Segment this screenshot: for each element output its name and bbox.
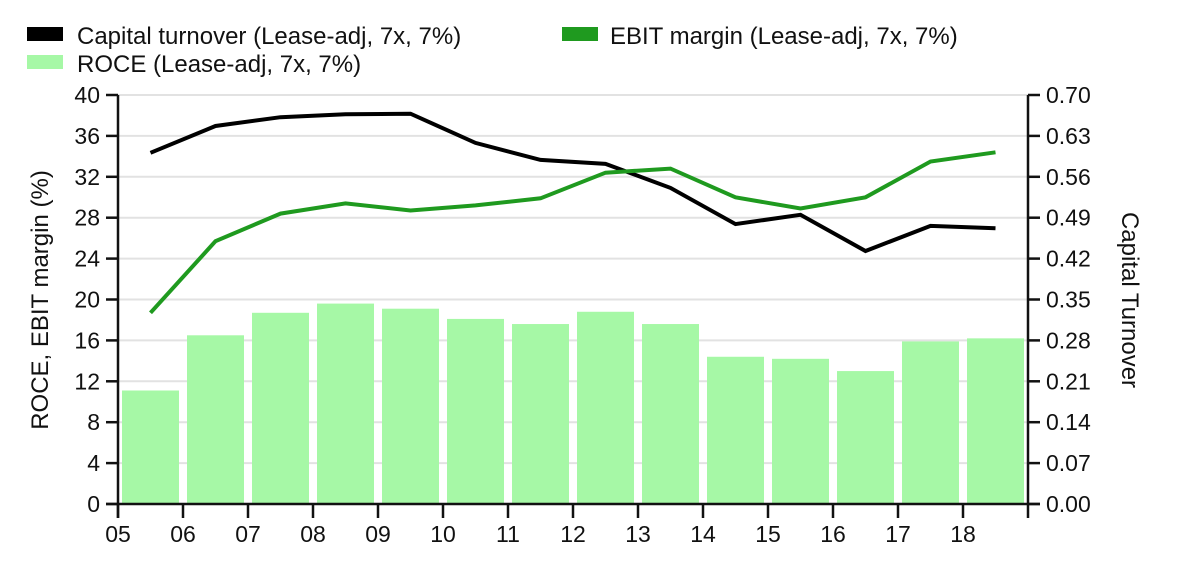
x-tick-label: 09 — [365, 521, 391, 547]
left-y-ticks: 0 4 8 12 16 20 24 28 32 36 40 — [74, 82, 118, 517]
legend: Capital turnover (Lease-adj, 7x, 7%) EBI… — [27, 23, 958, 78]
right-y-tick-label: 0.35 — [1046, 287, 1091, 313]
left-axis-title: ROCE, EBIT margin (%) — [27, 170, 54, 430]
x-tick-label: 08 — [300, 521, 326, 547]
roce-bar — [902, 341, 959, 504]
left-y-tick-label: 28 — [74, 205, 100, 231]
x-tick-label: 15 — [755, 521, 781, 547]
roce-bar — [512, 324, 569, 504]
legend-label-roce: ROCE (Lease-adj, 7x, 7%) — [77, 51, 361, 78]
series-lines — [149, 111, 996, 315]
roce-bar — [252, 312, 309, 504]
left-y-tick-label: 16 — [74, 327, 100, 353]
x-tick-label: 07 — [235, 521, 261, 547]
right-axis-title: Capital Turnover — [1116, 212, 1143, 388]
right-y-tick-label: 0.56 — [1046, 164, 1091, 190]
left-y-tick-label: 24 — [74, 246, 100, 272]
left-y-tick-label: 20 — [74, 287, 100, 313]
roce-bar — [447, 318, 504, 504]
x-tick-label: 18 — [950, 521, 976, 547]
roce-bar — [772, 358, 829, 504]
legend-label-ebit-margin: EBIT margin (Lease-adj, 7x, 7%) — [610, 23, 958, 50]
legend-swatch-roce — [27, 55, 63, 69]
x-tick-label: 12 — [560, 521, 586, 547]
right-y-tick-label: 0.14 — [1046, 409, 1091, 435]
right-y-ticks: 0.00 0.07 0.14 0.21 0.28 0.35 0.42 0.49 0.56 0.63… — [1028, 82, 1091, 517]
roce-bar — [187, 335, 244, 504]
ebit-margin-line — [149, 150, 996, 315]
right-y-tick-label: 0.63 — [1046, 123, 1091, 149]
legend-label-capital-turnover: Capital turnover (Lease-adj, 7x, 7%) — [77, 23, 461, 50]
left-y-tick-label: 36 — [74, 123, 100, 149]
axes — [106, 95, 1040, 518]
right-y-tick-label: 0.42 — [1046, 246, 1091, 272]
left-y-tick-label: 8 — [87, 409, 100, 435]
left-y-tick-label: 12 — [74, 368, 100, 394]
right-y-tick-label: 0.00 — [1046, 491, 1091, 517]
roce-bar — [382, 308, 439, 504]
roce-bars — [122, 303, 1024, 504]
x-tick-label: 14 — [690, 521, 716, 547]
right-y-tick-label: 0.49 — [1046, 205, 1091, 231]
roce-bar — [707, 356, 764, 504]
roce-bar — [837, 371, 894, 504]
right-y-tick-label: 0.70 — [1046, 82, 1091, 108]
x-tick-label: 06 — [170, 521, 196, 547]
left-y-tick-label: 40 — [74, 82, 100, 108]
capital-turnover-line — [149, 111, 996, 254]
x-tick-label: 16 — [820, 521, 846, 547]
roce-bar — [317, 303, 374, 504]
x-tick-label: 11 — [496, 521, 520, 547]
roce-bar — [642, 324, 699, 504]
x-tick-label: 17 — [885, 521, 911, 547]
left-y-tick-label: 0 — [87, 491, 100, 517]
x-tick-label: 10 — [430, 521, 456, 547]
x-tick-label: 05 — [105, 521, 131, 547]
right-y-tick-label: 0.28 — [1046, 327, 1091, 353]
right-y-tick-label: 0.07 — [1046, 450, 1091, 476]
roce-bar — [122, 390, 179, 504]
x-tick-label: 13 — [625, 521, 651, 547]
left-y-tick-label: 32 — [74, 164, 100, 190]
legend-swatch-capital-turnover — [27, 27, 63, 41]
left-y-tick-label: 4 — [87, 450, 100, 476]
x-ticks: 05 06 07 08 09 10 11 12 13 14 15 16 17 18 — [105, 504, 976, 547]
right-y-tick-label: 0.21 — [1046, 368, 1091, 394]
roce-bar — [577, 311, 634, 504]
roce-bar — [967, 338, 1024, 504]
legend-swatch-ebit-margin — [562, 27, 598, 41]
